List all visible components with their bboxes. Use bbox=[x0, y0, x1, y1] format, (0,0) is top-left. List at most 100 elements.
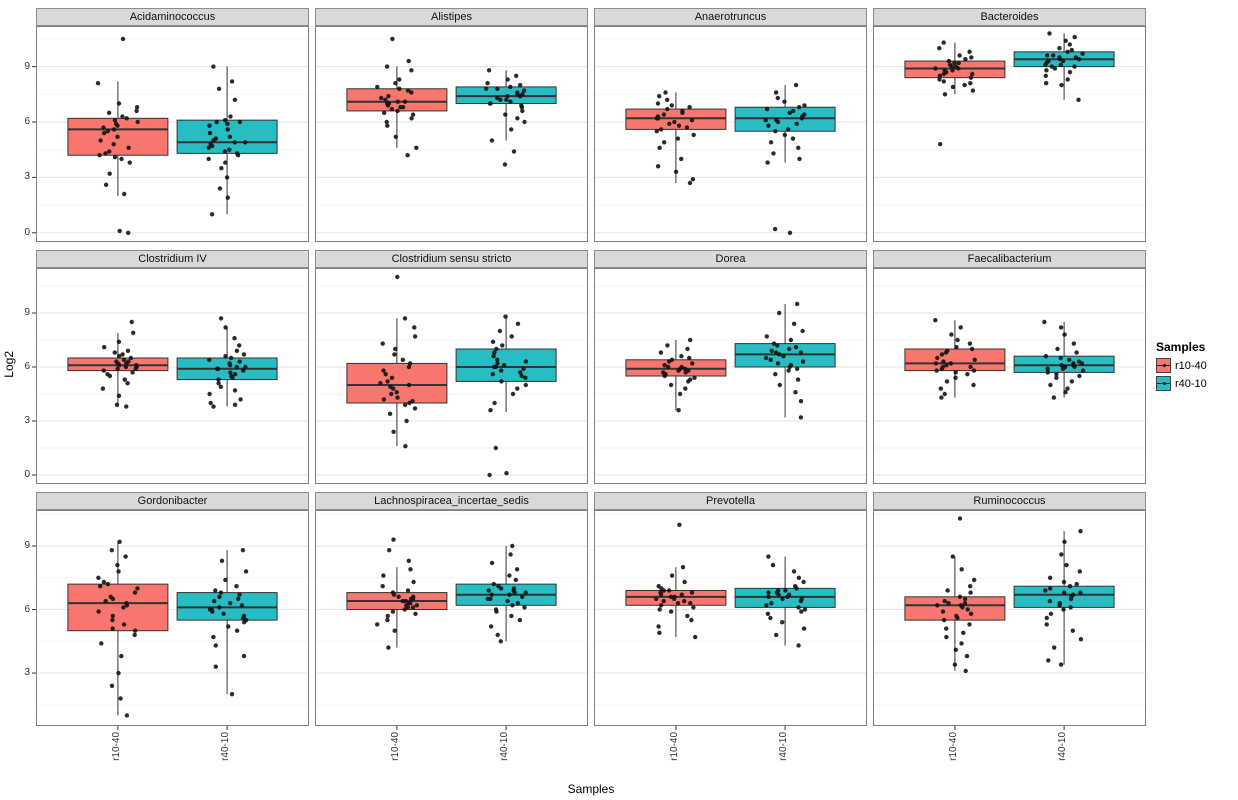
data-point bbox=[944, 634, 949, 640]
data-point bbox=[662, 363, 667, 368]
data-point bbox=[787, 364, 792, 370]
data-point bbox=[212, 598, 217, 604]
data-point bbox=[768, 140, 774, 145]
data-point bbox=[946, 58, 952, 64]
data-point bbox=[111, 142, 116, 147]
data-point bbox=[211, 64, 216, 69]
data-point bbox=[656, 624, 661, 629]
boxplot-canvas bbox=[873, 510, 1146, 730]
data-point bbox=[389, 106, 395, 112]
data-point bbox=[214, 119, 219, 125]
data-point bbox=[229, 692, 235, 697]
boxplot-canvas bbox=[594, 510, 867, 730]
data-point bbox=[956, 66, 961, 71]
data-point bbox=[1078, 637, 1084, 642]
data-point bbox=[1067, 584, 1073, 589]
data-point bbox=[228, 114, 233, 119]
facet-title: Acidaminococcus bbox=[36, 8, 309, 26]
data-point bbox=[234, 584, 239, 589]
data-point bbox=[522, 605, 527, 610]
data-point bbox=[775, 95, 780, 101]
data-point bbox=[802, 103, 807, 108]
data-point bbox=[798, 399, 804, 404]
data-point bbox=[1043, 588, 1048, 593]
data-point bbox=[772, 226, 778, 232]
data-point bbox=[504, 97, 509, 103]
data-point bbox=[658, 603, 664, 608]
data-point bbox=[485, 596, 491, 602]
data-point bbox=[211, 634, 216, 640]
data-point bbox=[133, 628, 138, 633]
data-point bbox=[116, 393, 122, 398]
data-point bbox=[796, 575, 802, 580]
data-point bbox=[676, 368, 681, 373]
data-point bbox=[668, 594, 674, 599]
data-point bbox=[237, 119, 243, 125]
data-point bbox=[1058, 662, 1064, 667]
data-point bbox=[381, 368, 386, 373]
data-point bbox=[1048, 586, 1053, 591]
data-point bbox=[955, 337, 960, 343]
data-point bbox=[134, 105, 140, 110]
data-point bbox=[107, 373, 113, 379]
data-point bbox=[124, 404, 129, 409]
data-point bbox=[407, 361, 413, 366]
data-point bbox=[766, 594, 771, 599]
data-point bbox=[508, 552, 513, 557]
data-point bbox=[791, 321, 797, 326]
data-point bbox=[954, 345, 959, 350]
data-point bbox=[1058, 62, 1063, 67]
data-point bbox=[219, 558, 225, 563]
data-point bbox=[96, 609, 101, 614]
data-point bbox=[691, 132, 696, 138]
data-point bbox=[680, 565, 686, 570]
data-point bbox=[135, 586, 140, 591]
data-point bbox=[1078, 529, 1083, 534]
data-point bbox=[127, 160, 132, 165]
facet-panel: Clostridium sensu stricto bbox=[315, 250, 588, 484]
data-point bbox=[1043, 354, 1049, 359]
data-point bbox=[1063, 390, 1068, 395]
data-point bbox=[129, 319, 134, 325]
data-point bbox=[1063, 38, 1068, 43]
data-point bbox=[942, 598, 947, 604]
data-point bbox=[387, 411, 393, 416]
x-tick-label: r40-10 bbox=[499, 732, 511, 761]
facet-panel: Clostridium IV bbox=[32, 250, 309, 484]
data-point bbox=[125, 348, 131, 353]
data-point bbox=[962, 596, 968, 602]
data-point bbox=[517, 94, 523, 99]
data-point bbox=[386, 94, 391, 99]
data-point bbox=[1060, 58, 1066, 64]
data-point bbox=[950, 554, 955, 559]
data-point bbox=[514, 73, 519, 78]
data-point bbox=[96, 575, 101, 580]
data-point bbox=[120, 352, 125, 357]
data-point bbox=[785, 594, 790, 599]
data-point bbox=[685, 346, 690, 352]
legend: Samples r10-40 r40-10 bbox=[1156, 340, 1207, 394]
data-point bbox=[218, 316, 224, 321]
data-point bbox=[124, 116, 129, 121]
data-point bbox=[959, 567, 964, 572]
data-point bbox=[485, 81, 490, 86]
data-point bbox=[209, 212, 215, 217]
data-point bbox=[687, 180, 693, 186]
data-point bbox=[223, 577, 228, 583]
data-point bbox=[497, 328, 503, 334]
data-point bbox=[1062, 590, 1067, 595]
data-point bbox=[1078, 590, 1083, 595]
data-point bbox=[515, 601, 521, 606]
data-point bbox=[406, 364, 412, 370]
data-point bbox=[777, 310, 782, 316]
data-point bbox=[968, 611, 974, 616]
data-point bbox=[942, 92, 948, 97]
data-point bbox=[503, 112, 508, 117]
data-point bbox=[109, 683, 115, 688]
data-point bbox=[662, 140, 667, 145]
data-point bbox=[691, 605, 696, 610]
data-point bbox=[800, 328, 805, 334]
data-point bbox=[391, 592, 397, 597]
data-point bbox=[661, 112, 667, 117]
data-point bbox=[965, 372, 970, 377]
